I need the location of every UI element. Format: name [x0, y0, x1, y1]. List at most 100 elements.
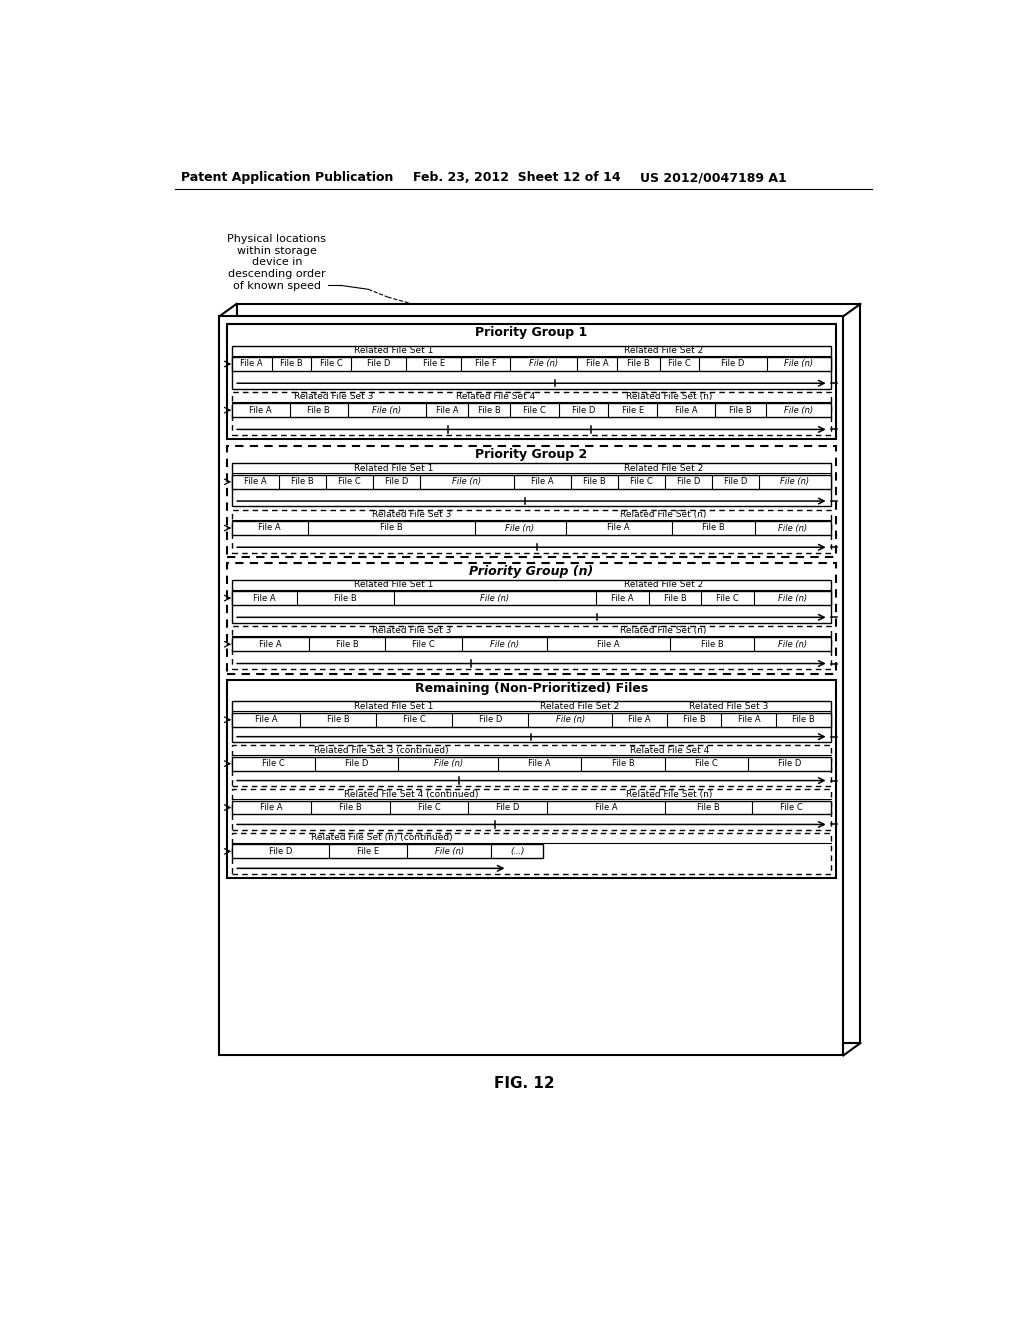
Text: Related File Set 1: Related File Set 1 [354, 702, 433, 710]
Text: File D: File D [367, 359, 390, 368]
Text: File B: File B [700, 640, 723, 648]
Bar [231, 579, 830, 623]
Text: File A: File A [250, 405, 272, 414]
Bar [231, 638, 830, 651]
Text: File B: File B [729, 405, 752, 414]
Text: File B: File B [683, 715, 706, 725]
Text: File F: File F [475, 359, 497, 368]
Text: File D: File D [724, 478, 748, 486]
Text: File C: File C [523, 405, 546, 414]
Bar [231, 744, 830, 785]
Text: File B: File B [697, 803, 720, 812]
Text: File D: File D [722, 359, 744, 368]
Text: File (n): File (n) [780, 478, 810, 486]
Text: Related File Set (n): Related File Set (n) [620, 510, 707, 519]
Text: File C: File C [338, 478, 360, 486]
Text: Related File Set (n): Related File Set (n) [626, 789, 713, 799]
Text: File B: File B [334, 594, 356, 602]
Text: File B: File B [327, 715, 349, 725]
Text: File C: File C [694, 759, 718, 768]
Bar [231, 521, 830, 535]
Text: File A: File A [595, 803, 617, 812]
Bar [231, 845, 544, 858]
Text: Related File Set (n): Related File Set (n) [620, 626, 707, 635]
Bar [231, 463, 830, 507]
Bar [231, 591, 830, 605]
Text: File C: File C [717, 594, 739, 602]
Text: Related File Set 1: Related File Set 1 [354, 463, 433, 473]
Text: File A: File A [597, 640, 620, 648]
Text: File (n): File (n) [480, 594, 510, 602]
Text: File A: File A [260, 803, 283, 812]
Text: Related File Set 1: Related File Set 1 [354, 579, 433, 589]
Text: File D: File D [496, 803, 519, 812]
Text: File B: File B [336, 640, 358, 648]
Text: Related File Set 2: Related File Set 2 [624, 346, 702, 355]
Text: Related File Set 3: Related File Set 3 [372, 510, 452, 519]
Text: File A: File A [255, 715, 278, 725]
Text: File B: File B [702, 524, 725, 532]
Text: File D: File D [572, 405, 596, 414]
Text: File (n): File (n) [529, 359, 558, 368]
Text: File A: File A [528, 759, 551, 768]
Bar [237, 304, 860, 1043]
Text: Related File Set 4: Related File Set 4 [456, 392, 536, 401]
Text: File B: File B [339, 803, 361, 812]
Text: Related File Set 3 (continued): Related File Set 3 (continued) [314, 746, 449, 755]
Text: File B: File B [627, 359, 650, 368]
Text: File B: File B [380, 524, 402, 532]
Text: Related File Set 3: Related File Set 3 [294, 392, 374, 401]
Bar [231, 789, 830, 830]
Text: File D: File D [345, 759, 369, 768]
Text: File B: File B [793, 715, 815, 725]
Bar [227, 446, 836, 557]
Text: File D: File D [478, 715, 502, 725]
Bar [219, 317, 844, 1056]
Text: File C: File C [669, 359, 691, 368]
Text: File (n): File (n) [435, 847, 464, 855]
Text: File D: File D [777, 759, 801, 768]
Text: Related File Set 1: Related File Set 1 [354, 346, 433, 355]
Text: File C: File C [418, 803, 440, 812]
Text: File C: File C [413, 640, 435, 648]
Text: File (n): File (n) [433, 759, 463, 768]
Bar [227, 564, 836, 673]
Text: Remaining (Non-Prioritized) Files: Remaining (Non-Prioritized) Files [415, 681, 648, 694]
Bar [231, 833, 830, 874]
Text: Feb. 23, 2012  Sheet 12 of 14: Feb. 23, 2012 Sheet 12 of 14 [414, 172, 621, 185]
Text: File D: File D [677, 478, 700, 486]
Text: File D: File D [384, 478, 408, 486]
Text: File E: File E [423, 359, 444, 368]
Text: Priority Group 2: Priority Group 2 [475, 447, 588, 461]
Text: Related File Set 4 (continued): Related File Set 4 (continued) [344, 789, 479, 799]
Text: Related File Set 3: Related File Set 3 [372, 626, 452, 635]
Text: File (n): File (n) [784, 359, 813, 368]
Text: File (n): File (n) [778, 594, 807, 602]
Bar [231, 392, 830, 434]
Text: File A: File A [244, 478, 266, 486]
Text: Related File Set 2: Related File Set 2 [624, 463, 702, 473]
Text: US 2012/0047189 A1: US 2012/0047189 A1 [640, 172, 786, 185]
Text: File A: File A [258, 524, 281, 532]
Text: Priority Group (n): Priority Group (n) [469, 565, 594, 578]
Text: (...): (...) [510, 847, 524, 855]
Text: File A: File A [611, 594, 634, 602]
Text: File A: File A [607, 524, 630, 532]
Text: File B: File B [611, 759, 634, 768]
Text: File A: File A [259, 640, 282, 648]
Text: File C: File C [402, 715, 426, 725]
Text: File (n): File (n) [784, 405, 813, 414]
Text: File A: File A [628, 715, 650, 725]
Bar [231, 800, 830, 814]
Text: File B: File B [478, 405, 501, 414]
Text: File A: File A [253, 594, 275, 602]
Text: Patent Application Publication: Patent Application Publication [180, 172, 393, 185]
Text: File D: File D [269, 847, 292, 855]
Bar [227, 680, 836, 878]
Text: File (n): File (n) [778, 524, 808, 532]
Text: File A: File A [675, 405, 697, 414]
Bar [231, 475, 830, 488]
Bar [231, 701, 830, 742]
Text: File B: File B [584, 478, 606, 486]
Text: File B: File B [664, 594, 686, 602]
